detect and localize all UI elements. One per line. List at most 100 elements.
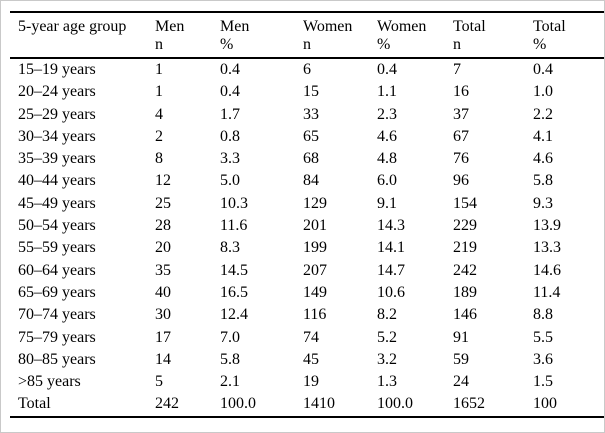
age-group-cell: 80–85 years [18,350,96,368]
value-cell: 100 [533,395,557,413]
table-row: 80–85 years 14 5.8 45 3.2 59 3.6 [10,349,604,371]
table-row: 70–74 years 30 12.4 116 8.2 146 8.8 [10,304,604,326]
column-header: Total% [533,12,604,59]
table-row: 65–69 years 40 16.5 149 10.6 189 11.4 [10,282,604,304]
age-group-cell: 60–64 years [18,261,96,279]
value-cell: 5.8 [533,172,553,190]
column-header: Men n [155,12,220,59]
value-cell: 1 [155,83,163,101]
value-cell: 59 [453,350,469,368]
value-cell: 96 [453,172,469,190]
table-row: >85 years 5 2.1 19 1.3 24 1.5 [10,371,604,393]
value-cell: 2.2 [533,105,553,123]
value-cell: 1.7 [220,105,240,123]
value-cell: 149 [303,283,327,301]
value-cell: 91 [453,328,469,346]
column-header-sub-label: % [220,36,234,53]
table-row: 60–64 years 35 14.5 207 14.7 242 14.6 [10,260,604,282]
value-cell: 8.8 [533,306,553,324]
value-cell: 7.0 [220,328,240,346]
value-cell: 1652 [453,395,485,413]
age-group-cell: 50–54 years [18,217,96,235]
value-cell: 20 [155,239,171,257]
table-row: 55–59 years 20 8.3 199 14.1 219 13.3 [10,237,604,259]
table-row: 40–44 years 12 5.0 84 6.0 96 5.8 [10,170,604,192]
value-cell: 0.4 [220,83,240,101]
value-cell: 14.7 [377,261,405,279]
value-cell: 10.6 [377,283,405,301]
value-cell: 84 [303,172,319,190]
value-cell: 4.6 [377,127,397,145]
age-group-cell: 70–74 years [18,306,96,324]
value-cell: 100.0 [220,395,256,413]
value-cell: 33 [303,105,319,123]
value-cell: 16 [453,83,469,101]
value-cell: 67 [453,127,469,145]
value-cell: 68 [303,150,319,168]
column-header-sub-label: % [533,36,547,53]
value-cell: 12 [155,172,171,190]
column-header-label: Men [155,18,185,35]
column-header-label: Total [533,18,566,35]
value-cell: 229 [453,217,477,235]
value-cell: 3.2 [377,350,397,368]
value-cell: 14 [155,350,171,368]
value-cell: 146 [453,306,477,324]
value-cell: 4 [155,105,163,123]
value-cell: 100.0 [377,395,413,413]
value-cell: 3.3 [220,150,240,168]
column-header-label: Women [303,18,353,35]
column-header-label: Men [220,18,250,35]
value-cell: 1.1 [377,83,397,101]
value-cell: 11.4 [533,283,561,301]
value-cell: 28 [155,217,171,235]
value-cell: 1.0 [533,83,553,101]
table-header-row: 5-year age group Men n Men% Women n Women% Tota… [10,12,604,59]
value-cell: 6.0 [377,172,397,190]
table-body: 15–19 years 1 0.4 6 0.4 7 0.4 20–24 years 1 0.4 15… [10,58,604,417]
age-group-cell: 45–49 years [18,194,96,212]
age-group-cell: 15–19 years [18,61,96,78]
table-row: 35–39 years 8 3.3 68 4.8 76 4.6 [10,148,604,170]
value-cell: 129 [303,194,327,212]
table-row: 25–29 years 4 1.7 33 2.3 37 2.2 [10,104,604,126]
value-cell: 45 [303,350,319,368]
value-cell: 11.6 [220,217,248,235]
age-distribution-table: 5-year age group Men n Men% Women n Women% Tota… [10,11,604,418]
age-group-cell: >85 years [18,373,81,391]
age-group-cell: 30–34 years [18,127,96,145]
age-group-cell: 35–39 years [18,150,96,168]
value-cell: 37 [453,105,469,123]
value-cell: 13.3 [533,239,561,257]
value-cell: 9.3 [533,194,553,212]
column-header-label: 5-year age group [18,18,127,35]
value-cell: 74 [303,328,319,346]
value-cell: 1 [155,61,163,78]
table-row: 30–34 years 2 0.8 65 4.6 67 4.1 [10,126,604,148]
age-group-cell: Total [18,395,51,413]
table-row: 75–79 years 17 7.0 74 5.2 91 5.5 [10,327,604,349]
value-cell: 2 [155,127,163,145]
value-cell: 17 [155,328,171,346]
value-cell: 189 [453,283,477,301]
column-header: Total n [453,12,533,59]
age-group-cell: 75–79 years [18,328,96,346]
value-cell: 1.5 [533,373,553,391]
value-cell: 24 [453,373,469,391]
value-cell: 0.4 [377,61,397,78]
value-cell: 201 [303,217,327,235]
age-group-cell: 65–69 years [18,283,96,301]
value-cell: 0.4 [533,61,553,78]
value-cell: 5.5 [533,328,553,346]
value-cell: 12.4 [220,306,248,324]
value-cell: 1.3 [377,373,397,391]
value-cell: 242 [453,261,477,279]
value-cell: 8.2 [377,306,397,324]
value-cell: 16.5 [220,283,248,301]
column-header-sub-label: n [303,36,311,53]
value-cell: 5.0 [220,172,240,190]
value-cell: 0.8 [220,127,240,145]
table-row: 15–19 years 1 0.4 6 0.4 7 0.4 [10,58,604,81]
column-header-label: Women [377,18,427,35]
